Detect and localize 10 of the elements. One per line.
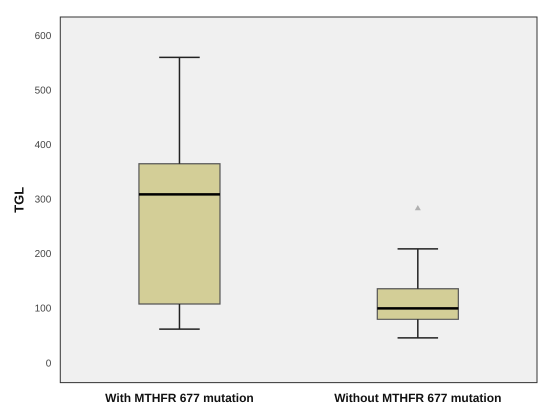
y-tick-label: 500 xyxy=(34,85,52,96)
y-tick-label: 100 xyxy=(34,304,52,315)
y-tick-label: 400 xyxy=(34,140,52,151)
y-tick-label: 600 xyxy=(34,30,52,42)
y-tick-label: 200 xyxy=(34,249,52,260)
x-tick-label: With MTHFR 677 mutation xyxy=(105,391,254,406)
y-tick-label: 0 xyxy=(46,358,52,370)
y-axis-title: TGL xyxy=(11,186,26,213)
y-tick-label: 300 xyxy=(34,194,52,206)
x-tick-label: Without MTHFR 677 mutation xyxy=(334,391,502,406)
